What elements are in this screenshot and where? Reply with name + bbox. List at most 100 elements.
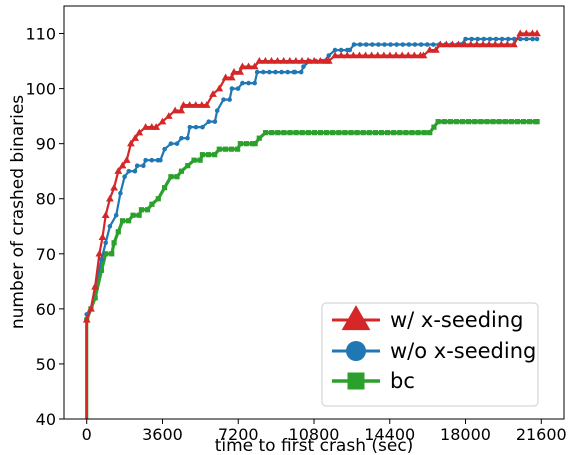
data-point [222, 146, 229, 152]
data-point [197, 157, 203, 163]
data-point [132, 168, 138, 174]
data-point [174, 174, 180, 180]
data-point [105, 194, 114, 202]
data-point [127, 139, 135, 147]
data-point [479, 40, 487, 48]
data-point [510, 40, 518, 48]
data-point [212, 152, 218, 158]
data-point [304, 57, 312, 64]
data-point [236, 68, 245, 75]
x-tick-label: 18000 [440, 425, 491, 444]
data-point [400, 42, 406, 47]
data-point [503, 40, 512, 48]
data-point [293, 130, 299, 136]
data-point [92, 295, 98, 301]
data-point [126, 218, 132, 224]
data-point [191, 101, 200, 108]
data-point [82, 315, 91, 323]
legend: w/ x-seeding w/o x-seeding bc [321, 302, 539, 407]
data-point [215, 84, 224, 92]
data-point [87, 304, 95, 312]
legend-marker [347, 372, 365, 390]
data-point [431, 46, 440, 53]
data-point [221, 97, 226, 102]
data-point [235, 146, 241, 152]
data-point [185, 135, 190, 141]
data-point [193, 124, 199, 130]
legend-marker [346, 341, 366, 361]
data-point [369, 42, 375, 47]
data-point [99, 257, 104, 262]
data-point [418, 42, 424, 47]
legend-label: w/ x-seeding [390, 308, 524, 332]
data-point [136, 212, 142, 218]
data-point [436, 40, 445, 48]
data-point [394, 42, 399, 47]
data-point [273, 69, 278, 75]
data-point [373, 51, 382, 59]
data-point [206, 119, 212, 124]
data-point [228, 146, 235, 152]
data-point [260, 69, 266, 75]
data-point [522, 29, 531, 37]
data-point [122, 174, 127, 180]
data-point [240, 80, 245, 86]
data-point [441, 119, 447, 125]
data-point [185, 101, 194, 108]
data-point [466, 119, 472, 125]
data-point [469, 36, 474, 42]
data-point [269, 130, 275, 136]
legend-label: w/o x-seeding [390, 339, 536, 363]
data-point [209, 90, 217, 97]
data-point [149, 201, 155, 207]
data-point [301, 64, 306, 69]
data-point [485, 40, 493, 48]
data-point [317, 130, 324, 136]
data-point [230, 68, 238, 75]
data-point [508, 119, 514, 125]
data-point [454, 40, 463, 48]
data-point [347, 47, 353, 53]
x-axis: 0 3600 7200 10800 14400 18000 21600 [82, 419, 567, 444]
data-point [250, 62, 259, 70]
data-point [453, 119, 460, 125]
data-point [403, 130, 409, 136]
x-tick-label: 21600 [516, 425, 567, 444]
data-point [431, 124, 437, 130]
data-point [520, 119, 527, 125]
data-point [275, 130, 281, 136]
data-point [355, 51, 364, 59]
data-point [337, 51, 346, 59]
data-point [243, 141, 250, 147]
data-point [490, 119, 496, 125]
data-point [107, 223, 113, 229]
y-tick-label: 50 [36, 355, 56, 374]
data-point [162, 146, 167, 152]
data-point [427, 130, 433, 136]
data-point [332, 47, 338, 53]
data-point [430, 42, 436, 47]
data-point [496, 119, 502, 125]
data-point [246, 80, 251, 86]
data-point [534, 119, 540, 125]
data-point [367, 51, 376, 59]
x-tick-label: 3600 [142, 425, 183, 444]
data-point [472, 119, 478, 125]
data-point [267, 69, 272, 75]
series-layer [82, 29, 541, 419]
data-point [134, 163, 140, 168]
data-point [267, 57, 276, 64]
data-point [363, 42, 369, 47]
data-point [343, 51, 352, 59]
data-point [141, 163, 146, 168]
y-tick-label: 70 [36, 245, 56, 264]
data-point [244, 62, 253, 70]
x-tick-label: 0 [82, 425, 92, 444]
data-point [527, 119, 533, 125]
data-point [164, 112, 173, 119]
data-point [149, 157, 155, 163]
series-w-x-seeding [82, 29, 541, 419]
data-point [533, 29, 541, 37]
data-point [497, 40, 506, 48]
data-point [360, 130, 366, 136]
